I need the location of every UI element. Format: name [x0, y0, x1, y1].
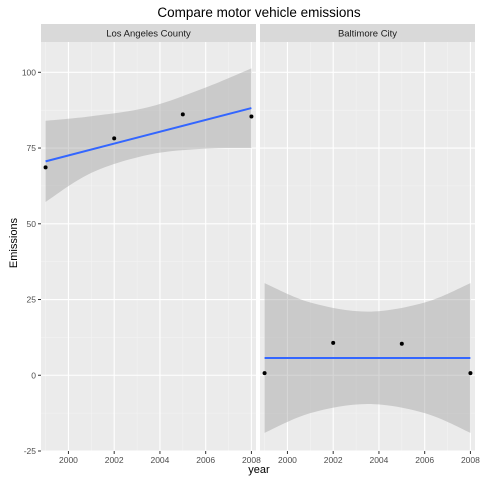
facet-strip: [41, 24, 256, 42]
x-tick-label: 2008: [242, 455, 261, 465]
data-point: [180, 112, 185, 117]
facet-strip-label: Los Angeles County: [106, 29, 191, 40]
y-tick-label: 75: [27, 143, 37, 153]
facet-panel-1: Los Angeles County: [41, 24, 256, 452]
facet-strip: [260, 24, 475, 42]
y-tick-label: 0: [31, 370, 36, 380]
facet-panel-2: Baltimore City: [260, 24, 475, 452]
y-tick-label: 25: [27, 295, 37, 305]
y-tick-label: 50: [27, 219, 37, 229]
y-tick-label: 100: [22, 67, 36, 77]
data-point: [468, 371, 473, 376]
x-tick-label: 2000: [278, 455, 297, 465]
x-tick-label: 2006: [415, 455, 434, 465]
y-tick-label: -25: [24, 446, 37, 456]
x-tick-label: 2002: [105, 455, 124, 465]
x-tick-label: 2004: [369, 455, 388, 465]
x-tick-label: 2004: [150, 455, 169, 465]
x-tick-label: 2000: [59, 455, 78, 465]
data-point: [399, 341, 404, 346]
x-tick-label: 2008: [461, 455, 480, 465]
x-tick-label: 2006: [196, 455, 215, 465]
y-axis: -25 0 25 50 75 100: [22, 67, 41, 456]
x-axis: 2000 2002 2004 2006 2008 2000 2002 2004 2006 2008: [59, 451, 480, 465]
x-tick-label: 2002: [324, 455, 343, 465]
data-point: [262, 371, 267, 376]
data-point: [43, 165, 48, 170]
facet-strip-label: Baltimore City: [338, 29, 397, 40]
panels-layer: Los Angeles County Baltimore City: [41, 24, 475, 452]
data-point: [331, 340, 336, 345]
data-point: [112, 136, 117, 141]
y-axis-title: Emissions: [8, 217, 20, 268]
chart-title: Compare motor vehicle emissions: [157, 5, 361, 20]
data-point: [249, 114, 254, 119]
x-axis-title: year: [248, 464, 270, 476]
trend-line: [45, 107, 252, 163]
